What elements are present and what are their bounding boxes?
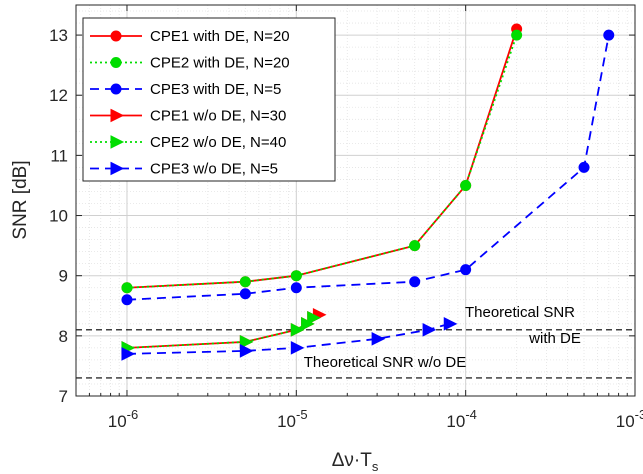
y-tick-label: 10 — [49, 207, 68, 226]
y-tick-label: 12 — [49, 86, 68, 105]
data-point — [290, 341, 305, 355]
axis-ticks: 7 8 9 10 11 12 13 10-6 10-5 10-4 10-3 — [49, 5, 643, 431]
legend-marker — [110, 161, 125, 176]
reference-lines — [76, 329, 635, 379]
series-5 — [121, 310, 321, 355]
y-tick-label: 7 — [59, 387, 68, 406]
data-point — [443, 317, 458, 331]
series-line — [126, 34, 518, 289]
series-3 — [121, 29, 615, 306]
data-point — [121, 294, 133, 306]
data-point — [239, 276, 251, 288]
data-point — [121, 347, 136, 361]
legend-label: CPE1 w/o DE, N=30 — [150, 108, 286, 125]
data-point — [307, 310, 321, 325]
data-point — [290, 282, 302, 294]
legend-marker — [110, 108, 125, 123]
data-point — [409, 276, 421, 288]
ref-label-with-de-line2: with DE — [528, 330, 581, 347]
data-point — [511, 29, 523, 41]
ref-label-with-de-line1: Theoretical SNR — [465, 304, 575, 321]
x-tick-label: 10-4 — [446, 407, 476, 431]
data-point — [422, 323, 437, 337]
data-point — [460, 179, 472, 191]
data-point — [239, 288, 251, 300]
legend-label: CPE2 w/o DE, N=40 — [150, 134, 286, 151]
y-tick-label: 8 — [59, 327, 68, 346]
legend-label: CPE3 with DE, N=5 — [150, 81, 281, 98]
data-point — [290, 270, 302, 282]
y-tick-label: 13 — [49, 26, 68, 45]
data-point — [409, 240, 421, 252]
y-axis-label: SNR [dB] — [10, 160, 31, 239]
data-point — [603, 29, 615, 41]
data-point — [290, 323, 305, 337]
y-tick-label: 11 — [50, 146, 68, 165]
x-tick-label: 10-5 — [277, 407, 307, 431]
legend-box — [82, 17, 336, 182]
data-series — [121, 23, 615, 361]
legend-label: CPE2 with DE, N=20 — [150, 55, 290, 72]
plot-frame — [75, 4, 636, 397]
data-point — [578, 161, 590, 173]
data-point — [371, 332, 386, 346]
legend-marker — [110, 135, 125, 149]
x-tick-label: 10-3 — [616, 407, 643, 431]
grid-lines — [76, 5, 636, 397]
legend-label: CPE3 w/o DE, N=5 — [150, 161, 278, 178]
ref-label-without-de: Theoretical SNR w/o DE — [304, 354, 467, 371]
data-point — [460, 264, 472, 276]
data-point — [121, 282, 133, 294]
data-point — [239, 344, 254, 358]
x-axis-label: Δν·Ts — [332, 450, 379, 474]
data-point — [239, 335, 254, 349]
legend-marker — [110, 83, 122, 95]
legend-label: CPE1 with DE, N=20 — [150, 28, 290, 45]
legend-marker — [110, 57, 122, 68]
series-2 — [121, 29, 523, 294]
y-tick-label: 9 — [59, 267, 68, 286]
x-tick-label: 10-6 — [108, 407, 138, 431]
series-6 — [121, 317, 458, 361]
legend-marker — [110, 30, 122, 42]
legend: CPE1 with DE, N=20 CPE2 with DE, N=20 CPE3… — [82, 17, 336, 182]
